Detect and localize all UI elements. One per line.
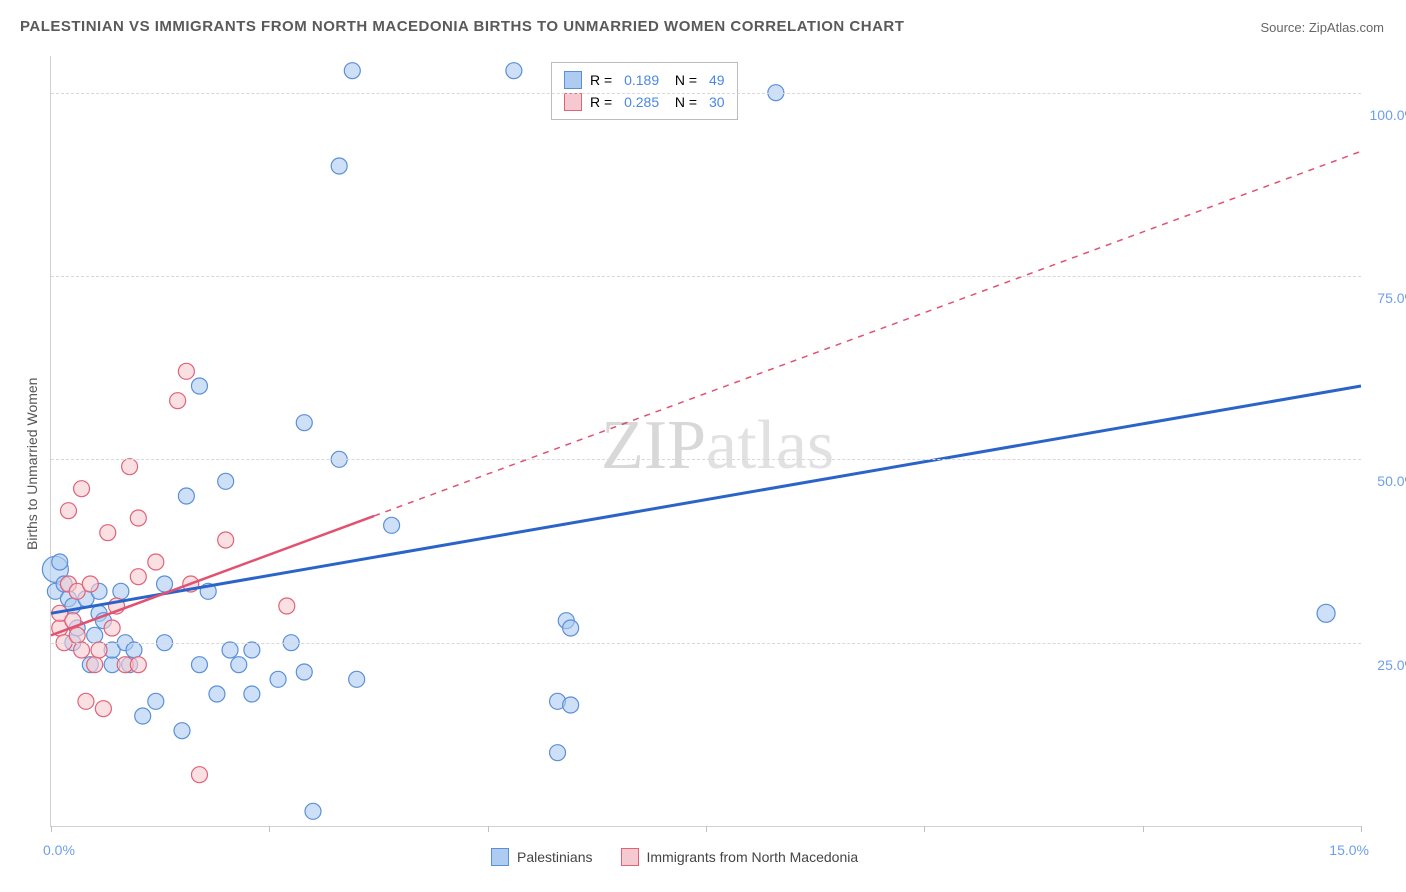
x-label-min: 0.0% <box>43 842 75 858</box>
legend-bottom-swatch-1 <box>621 848 639 866</box>
legend-bottom-label-0: Palestinians <box>517 849 593 865</box>
data-point <box>270 671 286 687</box>
legend-swatch-1 <box>564 93 582 111</box>
data-point <box>130 569 146 585</box>
data-point <box>506 63 522 79</box>
data-point <box>78 693 94 709</box>
data-point <box>563 620 579 636</box>
plot-svg <box>51 56 1361 826</box>
data-point <box>157 576 173 592</box>
x-tick <box>924 826 925 832</box>
data-point <box>244 686 260 702</box>
data-point <box>244 642 260 658</box>
data-point <box>100 525 116 541</box>
data-point <box>550 745 566 761</box>
data-point <box>82 576 98 592</box>
legend-r-0: 0.189 <box>624 72 659 88</box>
legend-bottom-item-0: Palestinians <box>491 848 593 866</box>
legend-top-row-0: R = 0.189 N = 49 <box>564 69 725 91</box>
grid-line <box>51 93 1361 94</box>
trend-line-dashed <box>374 151 1361 516</box>
legend-swatch-0 <box>564 71 582 89</box>
data-point <box>74 481 90 497</box>
data-point <box>174 723 190 739</box>
y-axis-title: Births to Unmarried Women <box>24 378 40 550</box>
data-point <box>170 393 186 409</box>
data-point <box>191 378 207 394</box>
data-point <box>148 693 164 709</box>
data-point <box>52 554 68 570</box>
legend-top: R = 0.189 N = 49 R = 0.285 N = 30 <box>551 62 738 120</box>
data-point <box>178 488 194 504</box>
chart-area: ZIPatlas R = 0.189 N = 49 R = 0.285 N = … <box>50 56 1361 827</box>
chart-title: PALESTINIAN VS IMMIGRANTS FROM NORTH MAC… <box>20 18 904 35</box>
grid-line <box>51 276 1361 277</box>
data-point <box>331 158 347 174</box>
x-tick <box>1143 826 1144 832</box>
data-point <box>135 708 151 724</box>
legend-r-label: R = <box>590 72 616 88</box>
data-point <box>95 701 111 717</box>
grid-line <box>51 643 1361 644</box>
data-point <box>349 671 365 687</box>
data-point <box>122 459 138 475</box>
y-tick-label: 100.0% <box>1370 107 1406 123</box>
legend-n-label: N = <box>667 94 701 110</box>
legend-top-row-1: R = 0.285 N = 30 <box>564 91 725 113</box>
data-point <box>148 554 164 570</box>
data-point <box>563 697 579 713</box>
x-tick <box>1361 826 1362 832</box>
data-point <box>178 363 194 379</box>
data-point <box>1317 604 1335 622</box>
grid-line <box>51 459 1361 460</box>
data-point <box>231 657 247 673</box>
data-point <box>130 657 146 673</box>
data-point <box>222 642 238 658</box>
legend-bottom: Palestinians Immigrants from North Maced… <box>491 848 858 866</box>
trend-line <box>51 386 1361 613</box>
y-tick-label: 50.0% <box>1377 473 1406 489</box>
y-tick-label: 75.0% <box>1377 290 1406 306</box>
data-point <box>191 657 207 673</box>
data-point <box>344 63 360 79</box>
data-point <box>384 517 400 533</box>
data-point <box>113 583 129 599</box>
x-tick <box>51 826 52 832</box>
source-label: Source: ZipAtlas.com <box>1260 20 1384 35</box>
legend-r-label: R = <box>590 94 616 110</box>
data-point <box>209 686 225 702</box>
data-point <box>104 620 120 636</box>
data-point <box>130 510 146 526</box>
data-point <box>218 532 234 548</box>
legend-r-1: 0.285 <box>624 94 659 110</box>
legend-n-0: 49 <box>709 72 725 88</box>
x-label-max: 15.0% <box>1329 842 1369 858</box>
data-point <box>69 627 85 643</box>
data-point <box>305 803 321 819</box>
x-tick <box>488 826 489 832</box>
legend-bottom-swatch-0 <box>491 848 509 866</box>
legend-n-label: N = <box>667 72 701 88</box>
data-point <box>74 642 90 658</box>
data-point <box>87 627 103 643</box>
legend-n-1: 30 <box>709 94 725 110</box>
data-point <box>126 642 142 658</box>
data-point <box>191 767 207 783</box>
legend-bottom-label-1: Immigrants from North Macedonia <box>647 849 859 865</box>
data-point <box>60 503 76 519</box>
y-tick-label: 25.0% <box>1377 657 1406 673</box>
x-tick <box>269 826 270 832</box>
data-point <box>296 664 312 680</box>
x-tick <box>706 826 707 832</box>
legend-bottom-item-1: Immigrants from North Macedonia <box>621 848 859 866</box>
data-point <box>91 642 107 658</box>
data-point <box>296 415 312 431</box>
data-point <box>279 598 295 614</box>
data-point <box>218 473 234 489</box>
data-point <box>87 657 103 673</box>
